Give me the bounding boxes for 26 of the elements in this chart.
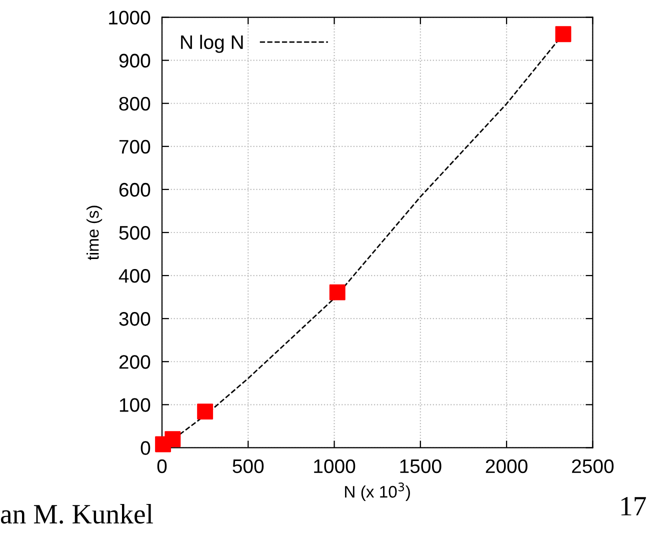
- point: [555, 26, 572, 42]
- y-tick-label: 600: [119, 182, 150, 197]
- text: 17: [621, 496, 646, 516]
- y-axis-title: time (s): [86, 206, 102, 260]
- y-tick-label: 900: [119, 54, 150, 68]
- x-tick-label: 1500: [400, 459, 442, 474]
- y-tick-label: 800: [119, 96, 150, 111]
- y-tick-label: 500: [119, 226, 150, 240]
- y-tick-label: 1000: [109, 10, 150, 25]
- y-tick-label: 0: [140, 441, 150, 455]
- y-tick-label: 700: [119, 140, 150, 154]
- y-tick-label: 200: [119, 355, 150, 369]
- x-axis-title: N (x 10$^{3}$): [345, 482, 410, 501]
- y-tick-label: 300: [119, 312, 150, 326]
- y-tick-label: 400: [118, 269, 150, 283]
- point: [329, 284, 346, 300]
- x-tick-label: 1000: [314, 459, 356, 474]
- x-tick-label: 0: [157, 459, 167, 474]
- x-tick-label: 2000: [486, 459, 528, 474]
- x-tick-label: 2500: [572, 459, 614, 474]
- point: [164, 431, 181, 448]
- legend-label: N log N: [181, 34, 243, 53]
- point: [197, 404, 214, 420]
- text: an M. Kunkel: [0, 504, 153, 524]
- y-tick-label: 100: [120, 398, 150, 412]
- x-tick-label: 500: [232, 459, 264, 474]
